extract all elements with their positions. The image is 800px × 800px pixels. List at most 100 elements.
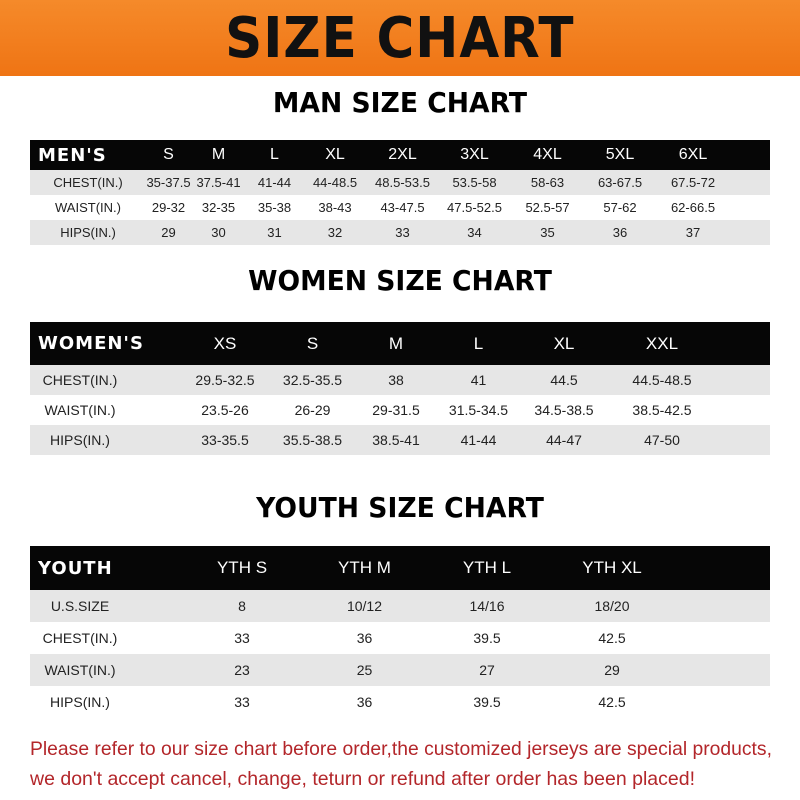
cell-value: 44.5-48.5	[632, 372, 692, 388]
cell-value: 36	[612, 225, 628, 240]
youth-title: YOUTH SIZE CHART	[256, 491, 544, 524]
cell-value: 10/12	[346, 598, 383, 614]
cell-value: 43-47.5	[380, 200, 425, 215]
cell-value: 32	[327, 225, 343, 240]
table-header-label: WOMEN'S	[38, 333, 144, 354]
cell-value: 31	[267, 225, 282, 240]
cell-value: 48.5-53.5	[375, 175, 430, 190]
cell-value: 33	[395, 225, 410, 240]
cell-value: 36	[356, 630, 373, 646]
cell-value: 44-48.5	[312, 175, 358, 190]
size-header: YTH M	[338, 558, 391, 577]
cell-value: 37	[685, 225, 701, 240]
cell-value: 29	[161, 225, 176, 240]
cell-value: 35	[540, 225, 555, 240]
cell-value: 29.5-32.5	[195, 372, 255, 388]
cell-value: 26-29	[294, 402, 331, 418]
row-label: CHEST(IN.)	[42, 372, 118, 388]
row-label: CHEST(IN.)	[53, 175, 123, 190]
size-header: S	[163, 146, 174, 163]
size-header: 5XL	[605, 146, 635, 163]
size-header: XS	[213, 333, 237, 353]
cell-value: 38.5-41	[372, 432, 420, 448]
size-header: M	[388, 333, 404, 353]
size-header: L	[270, 146, 279, 163]
cell-value: 32.5-35.5	[282, 372, 343, 388]
cell-value: 38	[388, 372, 404, 388]
cell-value: 38-43	[318, 200, 352, 215]
cell-value: 35-38	[257, 200, 292, 215]
order-notice: Please refer to our size chart before or…	[30, 734, 790, 794]
cell-value: 29	[604, 662, 620, 678]
cell-value: 18/20	[594, 598, 630, 614]
cell-value: 47-50	[644, 432, 680, 448]
row-label: CHEST(IN.)	[42, 630, 118, 646]
table-row: U.S.SIZE 8 10/12 14/16 18/20	[30, 590, 770, 622]
notice-line-2: we don't accept cancel, change, teturn o…	[30, 768, 695, 790]
banner-title: SIZE CHART	[225, 5, 575, 71]
cell-value: 33-35.5	[201, 432, 249, 448]
row-label: WAIST(IN.)	[44, 402, 116, 418]
table-row: HIPS(IN.) 33-35.5 35.5-38.5 38.5-41 41-44 44-…	[30, 425, 770, 455]
youth-size-table: YOUTH YTH S YTH M YTH L YTH XL U.S.SIZE 8 10/12…	[30, 546, 770, 718]
row-label: HIPS(IN.)	[60, 225, 116, 240]
size-header: YTH XL	[582, 558, 642, 577]
cell-value: 34.5-38.5	[534, 402, 594, 418]
table-header-row: WOMEN'S XS S M L XL XXL	[30, 322, 770, 365]
cell-value: 23.5-26	[201, 402, 249, 418]
cell-value: 42.5	[598, 694, 626, 710]
table-row: WAIST(IN.) 23.5-26 26-29 29-31.5 31.5-34.5 34…	[30, 395, 770, 425]
cell-value: 23	[234, 662, 250, 678]
size-header: L	[473, 333, 484, 353]
table-header-row: YOUTH YTH S YTH M YTH L YTH XL	[30, 546, 770, 590]
table-row: HIPS(IN.) 29 30 31 32 33 34 35 36 37	[30, 220, 770, 245]
cell-value: 41	[470, 372, 487, 388]
cell-value: 36	[356, 694, 373, 710]
size-header: 2XL	[388, 146, 417, 163]
size-header: 4XL	[533, 146, 562, 163]
cell-value: 41-44	[257, 175, 292, 190]
men-size-table: MEN'S S M L XL 2XL 3XL 4XL 5XL 6XL CHEST(IN.) 35-37…	[30, 140, 770, 245]
men-title: MAN SIZE CHART	[272, 86, 528, 119]
cell-value: 33	[234, 694, 250, 710]
cell-value: 39.5	[473, 694, 501, 710]
size-header: YTH L	[462, 558, 512, 577]
cell-value: 30	[211, 225, 226, 240]
banner: SIZE CHART	[0, 0, 800, 76]
size-header: S	[306, 333, 319, 353]
cell-value: 29-32	[151, 200, 186, 215]
cell-value: 53.5-58	[452, 175, 497, 190]
size-header: XL	[553, 333, 575, 353]
cell-value: 33	[234, 630, 250, 646]
women-title: WOMEN SIZE CHART	[248, 264, 552, 297]
cell-value: 58-63	[530, 175, 565, 190]
notice-line-1: Please refer to our size chart before or…	[30, 738, 772, 760]
cell-value: 44-47	[546, 432, 582, 448]
cell-value: 38.5-42.5	[632, 402, 692, 418]
table-row: HIPS(IN.) 33 36 39.5 42.5	[30, 686, 770, 718]
cell-value: 39.5	[473, 630, 501, 646]
size-header: 6XL	[678, 146, 708, 163]
table-row: CHEST(IN.) 35-37.5 37.5-41 41-44 44-48.5 48.5…	[30, 170, 770, 195]
row-label: WAIST(IN.)	[55, 200, 121, 215]
table-header-label: MEN'S	[38, 144, 107, 166]
cell-value: 14/16	[469, 598, 505, 614]
cell-value: 25	[356, 662, 373, 678]
row-label: HIPS(IN.)	[50, 694, 110, 710]
cell-value: 42.5	[598, 630, 626, 646]
cell-value: 41-44	[460, 432, 497, 448]
size-header: XL	[325, 146, 345, 163]
cell-value: 34	[467, 225, 482, 240]
size-header: 3XL	[460, 146, 489, 163]
cell-value: 32-35	[201, 200, 236, 215]
row-label: U.S.SIZE	[50, 598, 110, 614]
table-row: WAIST(IN.) 23 25 27 29	[30, 654, 770, 686]
cell-value: 44.5	[550, 372, 578, 388]
table-row: CHEST(IN.) 33 36 39.5 42.5	[30, 622, 770, 654]
cell-value: 52.5-57	[525, 200, 570, 215]
table-header-row: MEN'S S M L XL 2XL 3XL 4XL 5XL 6XL	[30, 140, 770, 170]
table-row: CHEST(IN.) 29.5-32.5 32.5-35.5 38 41 44.5 44.5…	[30, 365, 770, 395]
women-size-table: WOMEN'S XS S M L XL XXL CHEST(IN.) 29.5-32.5 32.5…	[30, 322, 770, 455]
cell-value: 62-66.5	[670, 200, 716, 215]
cell-value: 31.5-34.5	[448, 402, 509, 418]
